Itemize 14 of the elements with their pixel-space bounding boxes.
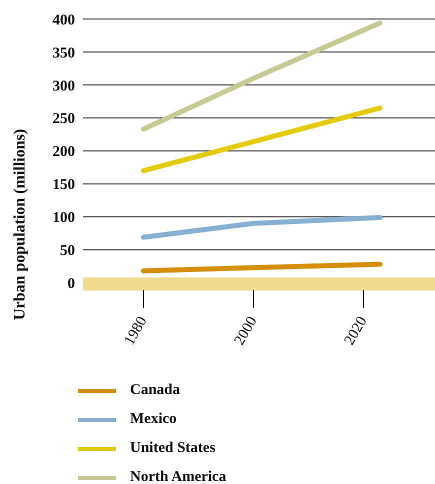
y-tick-label: 400 <box>52 12 75 28</box>
legend-label: United States <box>130 440 216 457</box>
y-tick-label: 50 <box>60 243 75 260</box>
y-tick-label: 100 <box>52 210 75 226</box>
legend-label: Canada <box>130 382 180 399</box>
legend-label: North America <box>130 469 226 484</box>
y-tick-label: 350 <box>52 45 75 62</box>
y-tick-label: 250 <box>52 111 75 128</box>
y-tick-label: 300 <box>52 78 75 94</box>
legend-label: Mexico <box>130 411 177 428</box>
y-tick-label: 150 <box>52 177 75 194</box>
y-tick-label: 200 <box>52 144 75 160</box>
y-axis-title: Urban population (millions) <box>12 128 29 320</box>
y-tick-label: 0 <box>68 276 75 292</box>
